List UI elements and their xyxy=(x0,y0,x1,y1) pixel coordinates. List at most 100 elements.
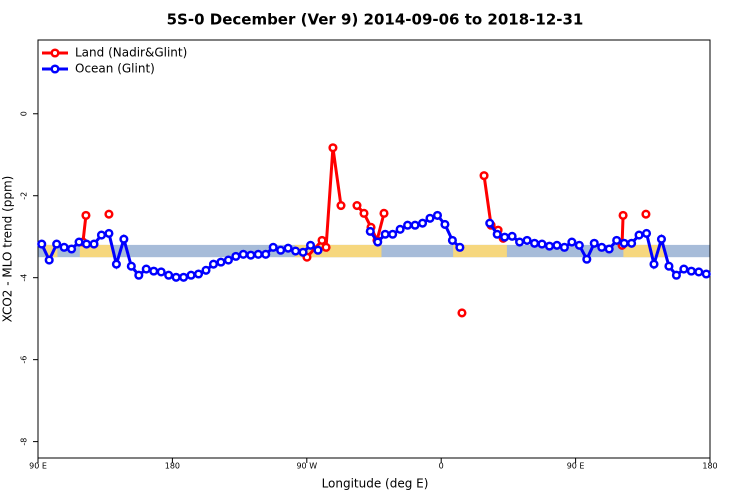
point xyxy=(410,220,420,230)
point xyxy=(268,242,278,252)
point xyxy=(298,247,308,257)
point xyxy=(104,209,114,219)
point xyxy=(671,270,681,280)
point xyxy=(193,269,204,279)
point xyxy=(492,229,502,239)
point xyxy=(373,237,383,247)
land-band xyxy=(623,244,666,258)
point xyxy=(111,259,121,269)
point xyxy=(89,239,99,249)
point xyxy=(664,261,674,271)
point xyxy=(164,270,174,280)
point xyxy=(641,209,651,219)
point xyxy=(604,244,614,254)
point xyxy=(634,230,644,240)
point xyxy=(365,226,375,236)
land-band xyxy=(45,244,58,258)
point xyxy=(81,210,91,220)
point xyxy=(359,208,369,218)
y-tick-label: -8 xyxy=(20,438,29,446)
point xyxy=(149,266,159,276)
point xyxy=(126,261,136,271)
legend-marker xyxy=(50,48,60,58)
chart-title: 5S-0 December (Ver 9) 2014-09-06 to 2018… xyxy=(167,11,584,29)
series-line xyxy=(83,148,646,257)
point xyxy=(457,308,467,318)
point xyxy=(522,235,532,245)
point xyxy=(432,210,443,220)
point xyxy=(134,270,144,280)
point xyxy=(283,243,293,253)
x-tick-label: 180 xyxy=(165,462,180,471)
point xyxy=(567,237,577,247)
y-tick-label: -2 xyxy=(20,192,29,200)
point xyxy=(656,234,667,244)
plot-frame xyxy=(37,39,711,459)
point xyxy=(156,267,166,277)
point xyxy=(500,232,510,242)
y-tick-label: -4 xyxy=(20,274,29,282)
point xyxy=(379,208,389,218)
point xyxy=(81,239,92,249)
point xyxy=(485,218,495,228)
point xyxy=(74,237,84,247)
point xyxy=(686,266,696,276)
point xyxy=(261,249,271,259)
y-tick-label: -6 xyxy=(20,356,29,364)
point xyxy=(612,235,622,245)
legend-label: Ocean (Glint) xyxy=(75,62,155,76)
point xyxy=(216,257,226,267)
point xyxy=(552,240,562,250)
point xyxy=(179,272,189,282)
point xyxy=(201,265,211,275)
point xyxy=(223,255,233,265)
point xyxy=(582,254,592,264)
point xyxy=(238,249,248,259)
point xyxy=(589,238,599,248)
point xyxy=(276,245,286,255)
point xyxy=(67,244,77,254)
point xyxy=(440,219,450,229)
x-axis-label: Longitude (deg E) xyxy=(322,477,429,491)
point xyxy=(305,240,316,250)
point xyxy=(171,272,181,282)
point xyxy=(395,224,405,234)
point xyxy=(253,249,263,259)
point xyxy=(352,201,362,211)
point xyxy=(104,228,114,238)
x-tick-label: 90 E xyxy=(29,462,47,471)
point xyxy=(455,242,465,252)
point xyxy=(231,251,241,261)
point xyxy=(246,250,256,260)
land-band xyxy=(453,244,507,258)
point xyxy=(679,264,689,274)
point xyxy=(37,239,47,249)
point xyxy=(208,259,219,269)
point xyxy=(529,238,540,248)
point xyxy=(380,229,390,239)
point xyxy=(328,143,338,153)
point xyxy=(403,220,413,230)
x-tick-label: 90 W xyxy=(296,462,317,471)
y-tick-label: 0 xyxy=(20,111,29,116)
x-tick-label: 0 xyxy=(439,462,444,471)
point xyxy=(694,267,704,277)
point xyxy=(291,246,301,256)
point xyxy=(507,231,517,241)
point xyxy=(52,239,62,249)
point xyxy=(417,218,428,228)
point xyxy=(119,234,129,244)
point xyxy=(574,240,584,250)
point xyxy=(44,255,54,265)
point xyxy=(597,242,607,252)
point xyxy=(515,237,525,247)
point xyxy=(313,245,323,255)
point xyxy=(537,239,547,249)
legend-marker xyxy=(50,64,60,74)
point xyxy=(317,235,327,245)
point xyxy=(479,171,489,181)
point xyxy=(186,270,196,280)
point xyxy=(321,242,331,252)
point xyxy=(544,241,555,251)
